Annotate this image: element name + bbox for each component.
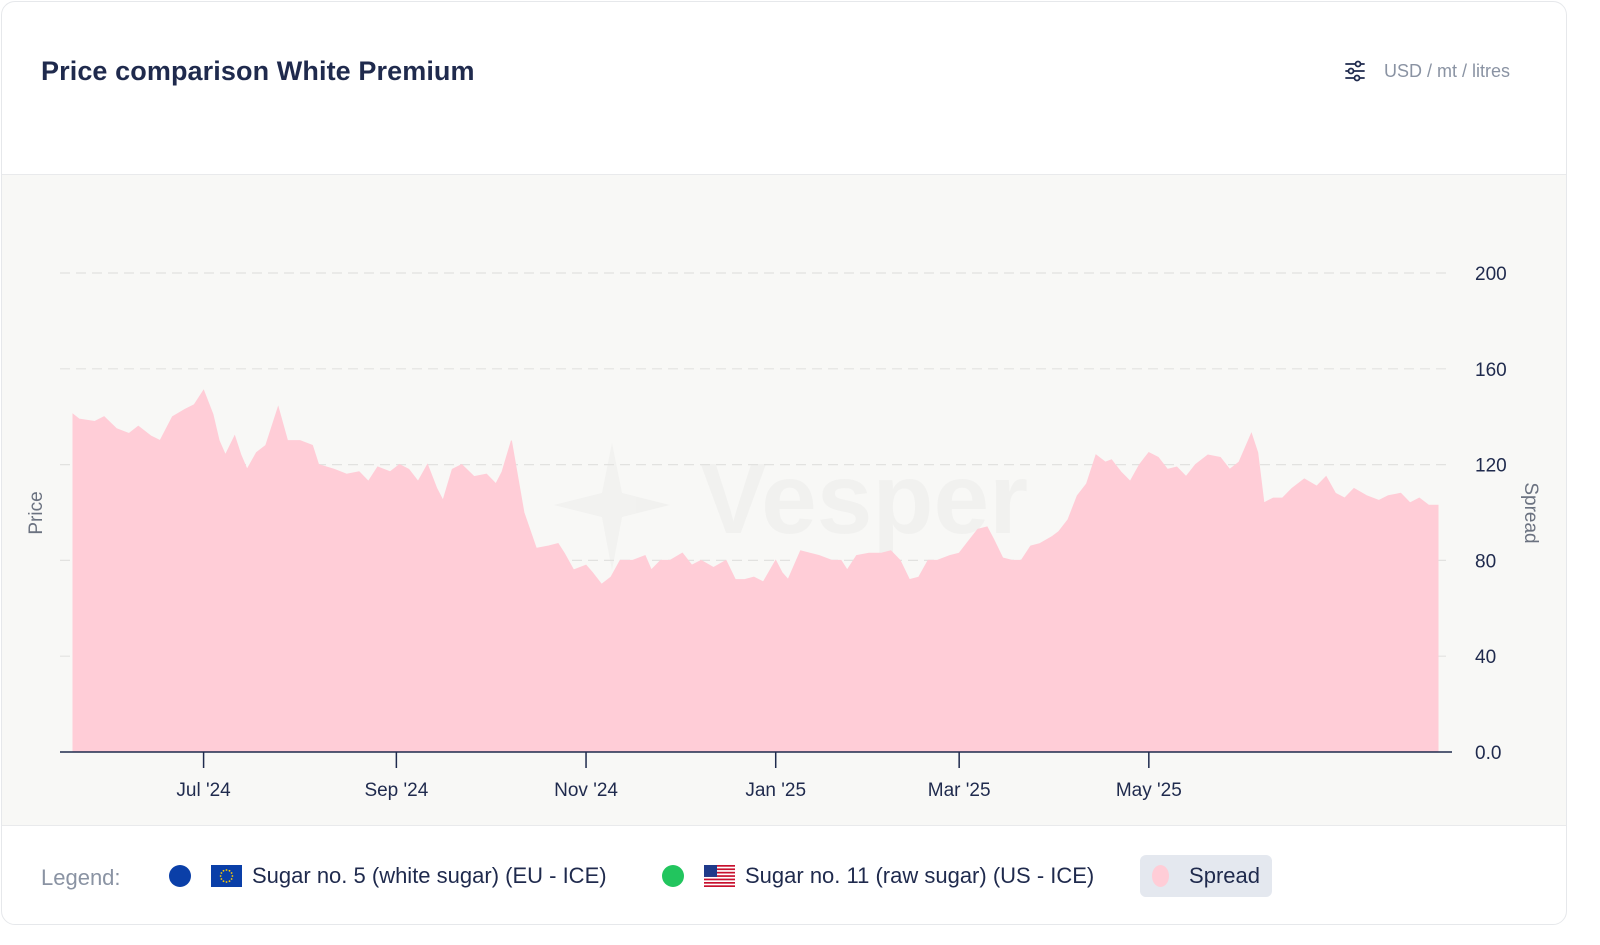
series-layer xyxy=(72,389,1439,753)
watermark: Vesper xyxy=(554,443,1028,570)
eu-flag-icon xyxy=(211,865,242,887)
y-tick-label: 80 xyxy=(1475,551,1496,572)
legend-item-sugar-no11[interactable]: Sugar no. 11 (raw sugar) (US - ICE) xyxy=(650,855,1106,897)
legend-dot-sugar-no11 xyxy=(662,865,684,887)
x-tick-label: Sep '24 xyxy=(364,780,428,801)
x-tick-label: Mar '25 xyxy=(928,780,991,801)
x-tick-label: Nov '24 xyxy=(554,780,618,801)
page-title: Price comparison White Premium xyxy=(41,56,475,86)
legend-dot-sugar-no5 xyxy=(169,865,191,887)
series-area-spread[interactable] xyxy=(72,389,1439,753)
card-header: Price comparison White Premium USD / mt … xyxy=(2,2,1566,174)
spread-area-chart: Vesper Jul '24 Sep '24 Nov '24 Jan '25 Mar '… xyxy=(26,264,1541,801)
y-tick-label: 40 xyxy=(1475,647,1496,668)
legend-label-spread: Spread xyxy=(1189,863,1260,888)
sliders-icon[interactable] xyxy=(1344,60,1366,82)
y-tick-label: 0.0 xyxy=(1475,743,1501,764)
y-tick-label: 160 xyxy=(1475,360,1507,381)
legend-label-sugar-no5: Sugar no. 5 (white sugar) (EU - ICE) xyxy=(252,863,607,888)
legend: Legend: Sugar no. 5 (white sugar) (EU - … xyxy=(2,825,1566,924)
units-label[interactable]: USD / mt / litres xyxy=(1383,60,1510,81)
legend-item-sugar-no5[interactable]: Sugar no. 5 (white sugar) (EU - ICE) xyxy=(157,855,619,897)
x-tick-label: Jul '24 xyxy=(176,780,231,801)
x-axis: Jul '24 Sep '24 Nov '24 Jan '25 Mar '25 May '… xyxy=(60,751,1452,801)
y-axis-label-right: Spread xyxy=(1520,482,1541,543)
x-tick-label: May '25 xyxy=(1116,780,1182,801)
y-tick-label: 120 xyxy=(1475,456,1507,477)
legend-item-spread[interactable]: Spread xyxy=(1140,855,1272,897)
y-axis-right: 0.0 40 80 120 160 200 xyxy=(1475,264,1507,764)
x-tick-label: Jan '25 xyxy=(745,780,806,801)
chart-card: Price comparison White Premium USD / mt … xyxy=(1,1,1567,925)
watermark-star-icon xyxy=(554,443,670,570)
plot-area: Vesper Jul '24 Sep '24 Nov '24 Jan '25 Mar '… xyxy=(2,174,1566,826)
units-selector[interactable]: USD / mt / litres xyxy=(1344,60,1510,82)
legend-title: Legend: xyxy=(41,865,121,890)
y-axis-label-left: Price xyxy=(26,491,47,534)
legend-dot-spread xyxy=(1152,865,1170,887)
us-flag-icon xyxy=(704,865,735,887)
legend-label-sugar-no11: Sugar no. 11 (raw sugar) (US - ICE) xyxy=(745,863,1095,888)
y-tick-label: 200 xyxy=(1475,264,1507,285)
